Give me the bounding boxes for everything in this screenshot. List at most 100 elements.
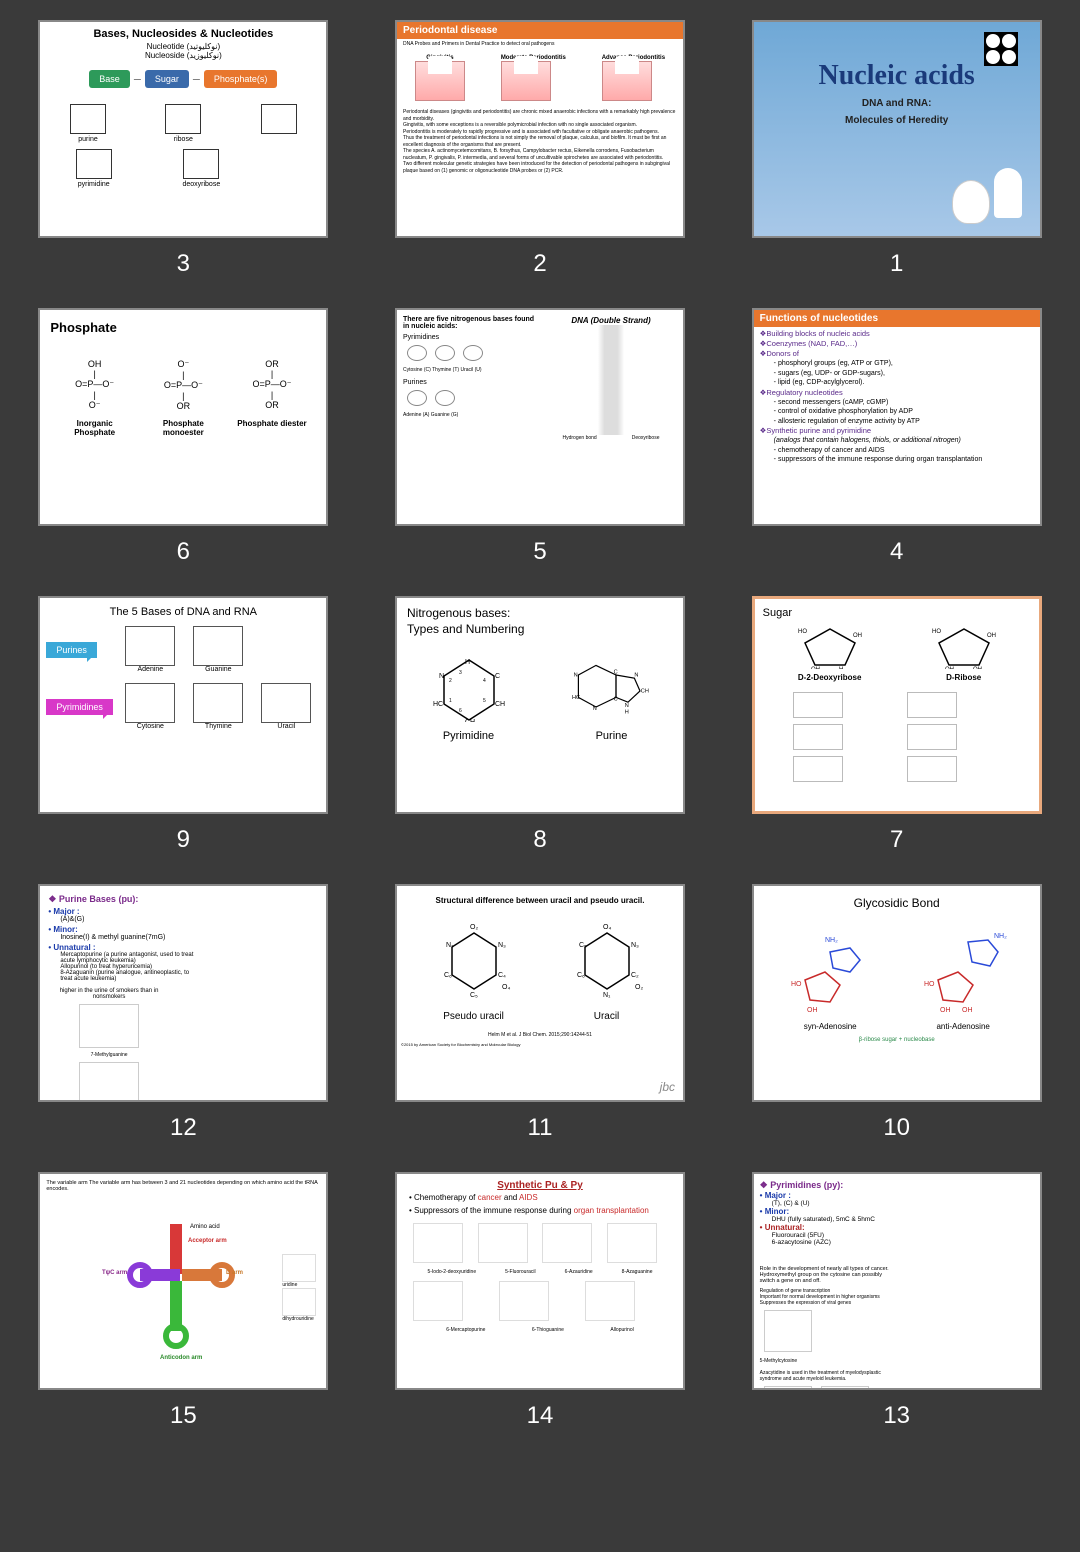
- slide-2-subtitle: DNA Probes and Primers in Dental Practic…: [397, 39, 683, 49]
- section-title: ❖ Purine Bases (pu):: [48, 894, 197, 905]
- slide-thumb-11[interactable]: Structural difference between uracil and…: [395, 884, 685, 1102]
- base-label: Adenine: [116, 666, 184, 673]
- molecule-icon: [403, 386, 431, 410]
- slide-14-grid: [403, 1217, 677, 1269]
- slide-thumb-13[interactable]: ❖ Pyrimidines (py): • Major : (T), (C) &…: [752, 1172, 1042, 1390]
- base-label: Thymine: [184, 723, 252, 730]
- svg-text:N₃: N₃: [631, 942, 639, 949]
- slide-3-title: Bases, Nucleosides & Nucleotides: [40, 22, 326, 42]
- major-items: (A)&(G): [48, 916, 197, 923]
- phosphate-struct-icon: OH|O=P—O⁻|O⁻: [60, 359, 130, 409]
- slide-item-3: Bases, Nucleosides & Nucleotides Nucleot…: [20, 20, 347, 278]
- slide-thumb-6[interactable]: Phosphate OH|O=P—O⁻|O⁻ Inorganic Phosphat…: [38, 308, 328, 526]
- footer: ©2015 by American Society for Biochemist…: [397, 1038, 683, 1051]
- molecule-icon: [282, 1254, 316, 1282]
- phosphate-box: Phosphate(s): [204, 70, 278, 88]
- svg-text:HO: HO: [932, 629, 941, 635]
- mol-label: Allopurinol: [610, 1327, 633, 1333]
- svg-text:OH: OH: [973, 667, 982, 669]
- minor-label: • Minor:: [760, 1207, 892, 1216]
- slide-4-title: Functions of nucleotides: [754, 310, 1040, 327]
- slide-thumb-2[interactable]: Periodontal disease DNA Probes and Prime…: [395, 20, 685, 238]
- bottom-note: Role in the development of nearly all ty…: [760, 1266, 892, 1284]
- slide-thumb-3[interactable]: Bases, Nucleosides & Nucleotides Nucleot…: [38, 20, 328, 238]
- slide-12-right: higher in the urine of smokers than in n…: [48, 988, 170, 1102]
- slide-thumb-7[interactable]: Sugar HOOHOHH D-2-Deoxyribose HOOHOHOH D…: [752, 596, 1042, 814]
- slide-11-title: Structural difference between uracil and…: [397, 886, 683, 909]
- slide-thumb-5[interactable]: There are five nitrogenous bases found i…: [395, 308, 685, 526]
- base-name: Guanine (G): [431, 412, 459, 418]
- slide-1-sub1: DNA and RNA:: [754, 98, 1040, 109]
- slide-thumb-8[interactable]: Nitrogenous bases: Types and Numbering H…: [395, 596, 685, 814]
- svg-text:CH: CH: [495, 701, 505, 708]
- label: deoxyribose: [182, 181, 220, 188]
- pseudouracil-icon: O₂N₁N₃C₄C₅C₆O₄: [434, 919, 514, 1009]
- svg-text:OH: OH: [987, 633, 996, 639]
- pyrimidines-label: Pyrimidines: [403, 334, 535, 341]
- sugar-label: D-Ribose: [909, 673, 1019, 682]
- tooth-icon: [501, 61, 551, 101]
- molecule-icon: [585, 1281, 635, 1321]
- svg-text:N: N: [439, 673, 444, 680]
- svg-text:C₄: C₄: [498, 972, 506, 979]
- slide-item-12: ❖ Purine Bases (pu): • Major : (A)&(G) •…: [20, 884, 347, 1142]
- list-item: ❖Regulatory nucleotides: [760, 388, 1034, 398]
- svg-text:NH₂: NH₂: [825, 937, 838, 944]
- molecule-icon: [79, 1004, 139, 1048]
- list-item: - phosphoryl groups (eg, ATP or GTP),: [760, 359, 1034, 368]
- svg-text:Acceptor arm: Acceptor arm: [188, 1238, 227, 1244]
- slide-thumb-12[interactable]: ❖ Purine Bases (pu): • Major : (A)&(G) •…: [38, 884, 328, 1102]
- left-title: There are five nitrogenous bases found i…: [403, 316, 535, 330]
- molecule-icon: [431, 386, 459, 410]
- slide-9-grid: Purines Adenine Guanine Pyrimidines Cyto…: [40, 626, 326, 730]
- tooth-icon: [602, 61, 652, 101]
- svg-text:C: C: [613, 697, 617, 703]
- slide-2-stages: Gingivitis Moderate Periodontitis Advanc…: [397, 55, 683, 101]
- slide-item-7: Sugar HOOHOHH D-2-Deoxyribose HOOHOHOH D…: [733, 596, 1060, 854]
- list-item: - chemotherapy of cancer and AIDS: [760, 446, 1034, 455]
- slide-number-12: 12: [170, 1114, 197, 1142]
- slide-thumb-9[interactable]: The 5 Bases of DNA and RNA Purines Adeni…: [38, 596, 328, 814]
- slide-thumb-15[interactable]: The variable arm The variable arm has be…: [38, 1172, 328, 1390]
- note2: Azacytidine is used in the treatment of …: [760, 1370, 902, 1382]
- purines-tag: Purines: [46, 642, 97, 658]
- slide-thumb-10[interactable]: Glycosidic Bond NH₂HOOH syn-Adenosine NH…: [752, 884, 1042, 1102]
- svg-text:TψC arm: TψC arm: [102, 1270, 127, 1276]
- list-item: ❖Donors of: [760, 349, 1034, 359]
- slide-thumb-14[interactable]: Synthetic Pu & Py • Chemotherapy of canc…: [395, 1172, 685, 1390]
- slide-3-nucleoside: Nucleoside (نوكليوزيد): [40, 51, 326, 60]
- molecule-icon: [261, 104, 297, 134]
- conformer-icon: [793, 756, 843, 782]
- slide-2-bullets: Periodontal diseases (gingivitis and per…: [397, 107, 683, 176]
- tooth-icon: [415, 61, 465, 101]
- slide-7-variants: [763, 692, 1031, 782]
- slide-thumb-1[interactable]: Nucleic acids DNA and RNA: Molecules of …: [752, 20, 1042, 238]
- svg-text:C₅: C₅: [470, 992, 478, 999]
- slide-number-9: 9: [177, 826, 190, 854]
- purine-ring-icon: NHCNCCNCHNH: [572, 652, 652, 722]
- molecule-icon: [607, 1223, 657, 1263]
- slide-number-1: 1: [890, 250, 903, 278]
- unnatural-item: 6-azacytosine (AZC): [760, 1239, 892, 1246]
- slide-6-title: Phosphate: [50, 320, 316, 335]
- header-text: The variable arm The variable arm has be…: [46, 1180, 320, 1192]
- base-name: Cytosine (C): [403, 367, 431, 373]
- label: ribose: [174, 136, 193, 143]
- list-item: ❖Synthetic purine and pyrimidine: [760, 426, 1034, 436]
- slide-number-13: 13: [883, 1402, 910, 1430]
- molecule-icon: [165, 104, 201, 134]
- svg-text:O₂: O₂: [635, 984, 643, 991]
- purines-label: Purines: [403, 379, 535, 386]
- phosphate-struct-icon: O⁻|O=P—O⁻|OR: [148, 359, 218, 409]
- deoxyribose-icon: HOOHOHH: [795, 623, 865, 669]
- slide-number-15: 15: [170, 1402, 197, 1430]
- phos-label: Inorganic Phosphate: [74, 419, 115, 437]
- major-label: • Major :: [48, 907, 197, 916]
- minor-items: Inosine(I) & methyl guanine(7mG): [48, 934, 197, 941]
- molecule-icon: [403, 341, 431, 365]
- mol-label: 6-Thioguanine: [532, 1327, 564, 1333]
- slide-thumb-4[interactable]: Functions of nucleotides ❖Building block…: [752, 308, 1042, 526]
- slide-8-rings: HNCCHCHHC345612 Pyrimidine NHCNCCNCHNH P…: [397, 652, 683, 742]
- svg-text:D arm: D arm: [226, 1270, 243, 1276]
- slide-number-4: 4: [890, 538, 903, 566]
